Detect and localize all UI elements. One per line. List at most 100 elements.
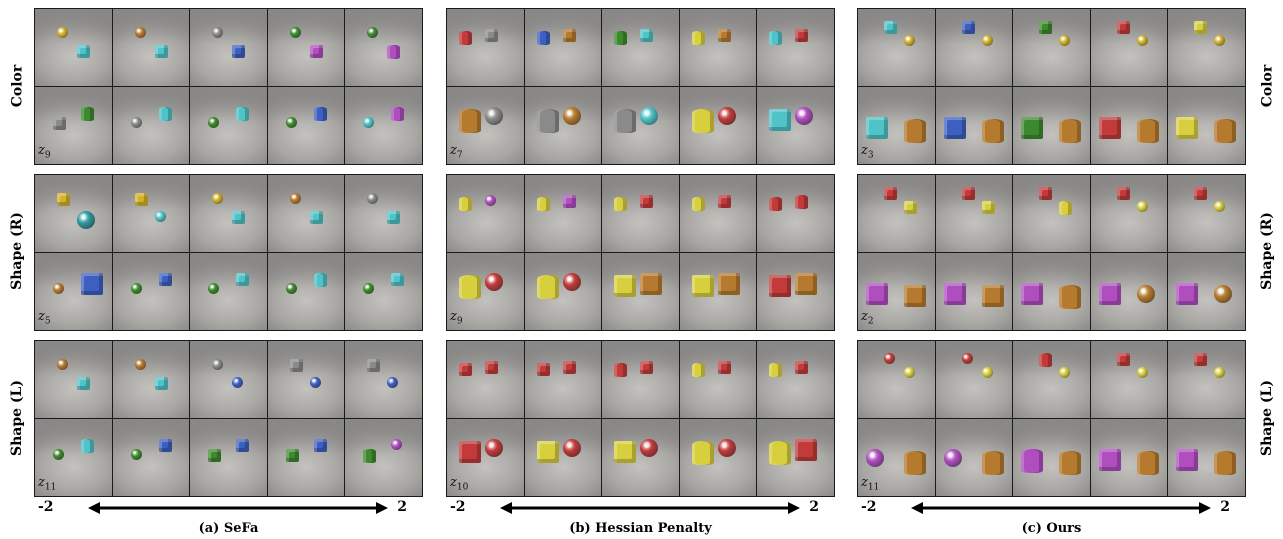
generated-image-cell [267,419,345,496]
sphere-object [53,449,64,460]
generated-image-cell [524,9,602,86]
generated-image-cell [602,175,679,252]
cylinder-object [313,273,327,287]
image-grid-block: z5 [34,174,423,331]
generated-image-cell [935,341,1013,418]
generated-image-cell [757,87,834,164]
image-grid-block: z11 [34,340,423,497]
generated-image-cell [1168,253,1245,330]
latent-code-label: z11 [861,475,879,493]
generated-image-cell [112,341,190,418]
cube-object [158,439,172,452]
generated-image-cell [267,341,345,418]
cylinder-object [459,197,472,211]
sphere-object [640,107,659,125]
generated-image-cell [190,341,267,418]
generated-image-cell [1090,253,1168,330]
cube-object [795,29,809,42]
sphere-object [57,27,68,38]
generated-image-cell [345,175,422,252]
cylinder-object [1136,119,1159,143]
cube-object [158,273,172,286]
sphere-object [208,117,220,128]
cylinder-object [391,107,405,121]
latent-index: 2 [867,317,874,327]
cube-object [562,361,576,374]
double-arrow-icon [88,502,388,514]
axis-caption-group: -2 2 (c) Ours [857,499,1246,539]
sphere-object [562,107,581,125]
generated-image-cell [345,9,422,86]
panel-caption: (a) SeFa [198,521,259,536]
generated-image-cell [112,253,190,330]
generated-image-cell: z9 [447,253,524,330]
cube-object [309,45,323,58]
cube-object [866,283,888,305]
cube-object [536,363,550,376]
generated-image-cell: z2 [858,253,935,330]
cylinder-object [614,197,628,211]
generated-image-cell [1013,419,1090,496]
latent-letter: z [861,475,868,491]
latent-letter: z [861,143,868,159]
cylinder-object [614,363,628,377]
panel-caption: (c) Ours [1021,521,1082,536]
cylinder-object [81,107,94,121]
cube-object [459,441,481,463]
cube-object [536,441,559,463]
double-arrow-icon [911,502,1211,514]
cube-object [769,275,792,297]
generated-image-cell [1090,9,1168,86]
latent-letter: z [861,309,868,325]
cube-object [981,285,1004,307]
generated-image-cell [602,9,679,86]
cube-object [1098,449,1121,471]
sphere-object [232,377,244,388]
sphere-object [289,27,301,38]
axis-max-label: 2 [397,499,407,515]
cube-object [485,361,498,374]
cube-object [640,195,654,208]
generated-image-cell [679,9,757,86]
cube-object [1098,117,1121,139]
panel-caption: (b) Hessian Penalty [569,521,712,536]
generated-image-cell [1090,419,1168,496]
generated-image-cell [757,341,834,418]
double-arrow-icon [500,502,800,514]
cube-object [1176,449,1199,471]
cube-object [904,285,926,307]
sphere-object [795,107,814,125]
latent-letter: z [450,475,457,491]
generated-image-cell [1090,341,1168,418]
latent-index: 9 [44,151,51,161]
cylinder-object [158,107,172,121]
cylinder-object [363,449,377,463]
cylinder-object [1136,451,1159,475]
sphere-object [1136,35,1148,46]
cube-object [1194,21,1208,34]
axis-min-label: -2 [450,499,466,515]
cube-object [866,117,888,139]
sphere-object [717,107,736,125]
latent-index: 3 [867,151,874,161]
generated-image-cell [1013,175,1090,252]
cube-object [640,273,663,295]
generated-image-cell [935,87,1013,164]
generated-image-cell [1090,175,1168,252]
generated-image-cell [524,175,602,252]
cube-object [1116,21,1130,34]
latent-letter: z [450,309,457,325]
cube-object [53,117,66,130]
cube-object [884,187,897,200]
sphere-object [130,117,142,128]
generated-image-cell [267,87,345,164]
row-label-shape-l-right: Shape (L) [1259,379,1275,456]
generated-image-cell [1013,9,1090,86]
cube-object [691,275,714,297]
latent-letter: z [38,143,45,159]
latent-index: 11 [44,483,57,493]
cube-object [57,193,70,206]
generated-image-cell [35,175,112,252]
generated-image-cell [858,9,935,86]
cylinder-object [691,363,705,377]
